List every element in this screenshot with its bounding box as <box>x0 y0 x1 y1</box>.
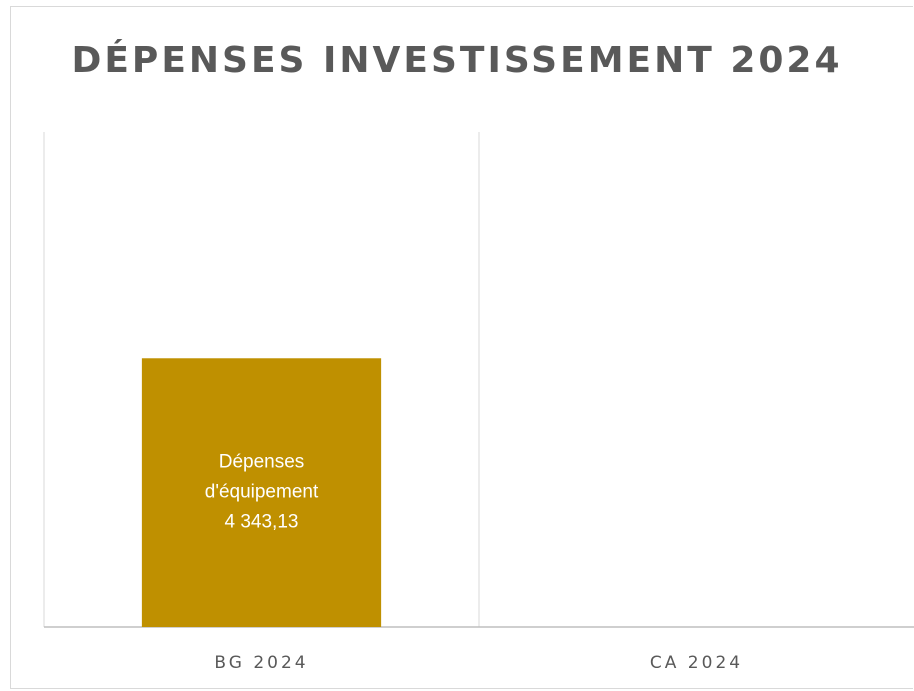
data-label: Dépenses <box>219 452 305 473</box>
chart-title: DÉPENSES INVESTISSEMENT 2024 <box>71 40 843 81</box>
x-tick-label: CA 2024 <box>650 653 743 673</box>
data-label: 4 343,13 <box>225 512 299 533</box>
x-tick-label: BG 2024 <box>214 653 308 673</box>
bar <box>141 358 382 627</box>
data-label: d'équipement <box>205 482 319 503</box>
